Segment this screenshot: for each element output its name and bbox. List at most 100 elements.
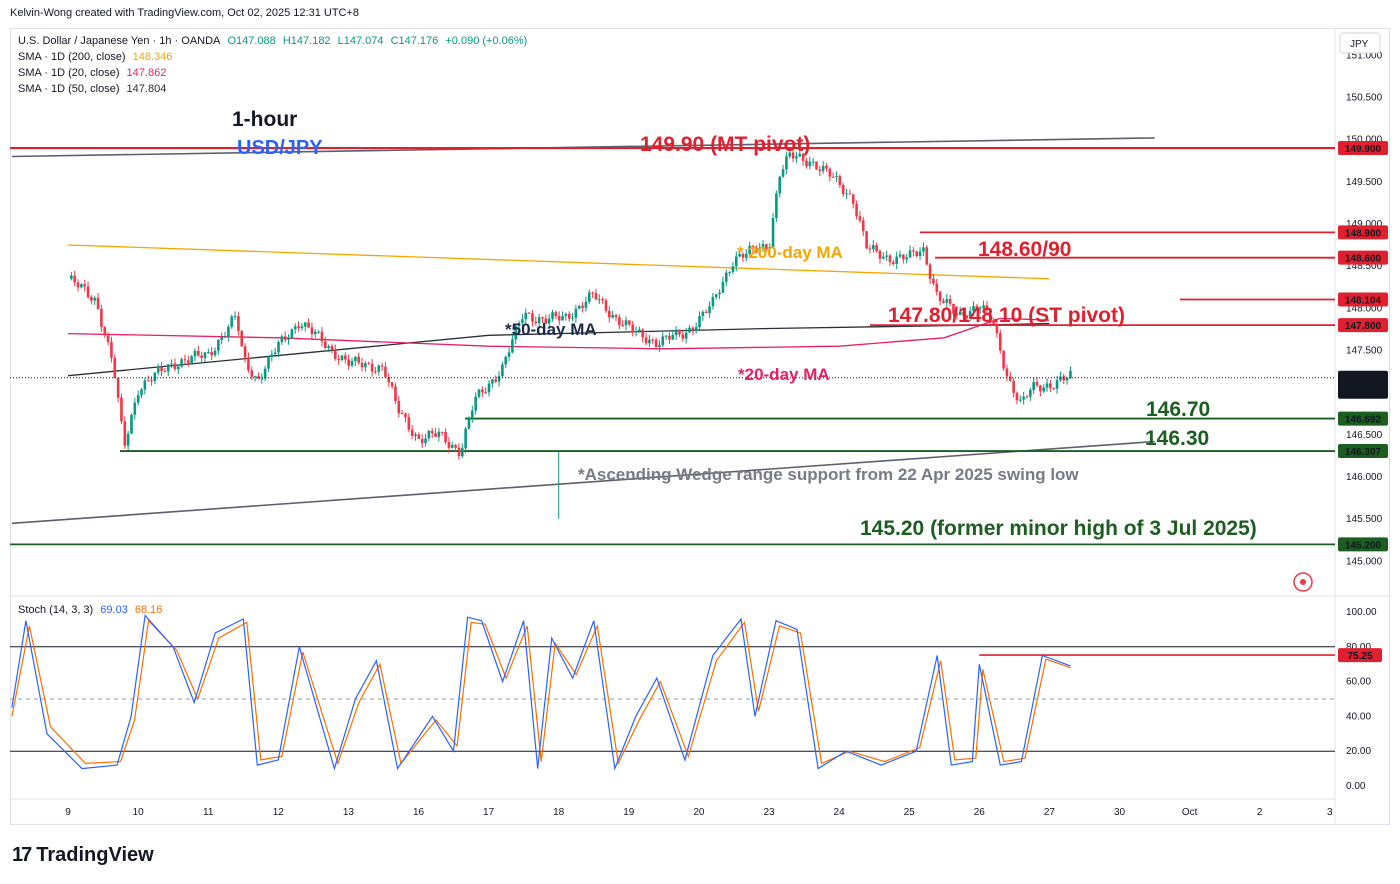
candle-body [554, 312, 558, 317]
candle-body [925, 247, 929, 265]
stoch-legend[interactable]: Stoch (14, 3, 3) 69.03 68.16 [18, 604, 166, 616]
stoch-k-line [11, 614, 1071, 771]
candle-body [280, 336, 284, 343]
candle-body [394, 386, 397, 401]
candle-body [227, 326, 230, 337]
candle-body [390, 382, 394, 387]
tradingview-logo[interactable]: 17 TradingView [12, 844, 154, 867]
candle-body [260, 378, 264, 380]
candle-body [551, 312, 554, 319]
candle-body [213, 350, 217, 356]
level-label-146-30: 146.30 [1145, 427, 1209, 450]
candle-body [467, 418, 471, 429]
candle-body [851, 194, 855, 204]
candle-body [501, 364, 504, 377]
candle-body [614, 315, 618, 318]
stoch-marker-tag [1338, 648, 1382, 663]
price-axis-tag-label: 145.200 [1345, 540, 1382, 551]
candle-body [290, 329, 294, 339]
candle-body [714, 294, 718, 298]
candle-body [253, 376, 257, 378]
candle-body [948, 298, 952, 304]
candle-body [905, 257, 908, 260]
candle-body [514, 326, 518, 340]
candle-body [731, 266, 735, 272]
candle-body [611, 315, 614, 318]
price-axis-tag [1338, 370, 1388, 399]
candle-body [93, 297, 97, 301]
time-axis-tick: 19 [623, 807, 635, 818]
stoch-d-value: 68.16 [134, 604, 163, 616]
candle-body [684, 332, 688, 339]
legend-sma50-row[interactable]: SMA · 1D (50, close) 147.804 [18, 83, 170, 95]
candle-body [313, 331, 317, 335]
candle-body [835, 176, 838, 178]
candle-body [734, 256, 738, 267]
candle-body [634, 331, 638, 333]
candle-body [958, 311, 962, 315]
candle-body [140, 389, 143, 396]
candle-body [384, 366, 387, 378]
candle-body [922, 247, 925, 252]
candle-body [110, 341, 113, 358]
candle-body [143, 380, 147, 390]
stoch-axis-tick: 40.00 [1346, 711, 1371, 722]
candle-body [755, 247, 758, 253]
candle-body [166, 364, 170, 372]
chart-frame[interactable] [10, 28, 1390, 825]
legend-close: C147.176 [390, 35, 439, 47]
candle-body [681, 334, 685, 339]
price-axis-tag-label: 148.104 [1345, 296, 1382, 307]
candle-body [190, 356, 193, 363]
candle-body [337, 358, 340, 360]
price-axis-tag-label: 148.900 [1345, 228, 1382, 239]
candle-body [978, 308, 982, 310]
price-axis-tag [1338, 318, 1388, 333]
candle-body [661, 336, 665, 346]
candle-body [878, 250, 882, 259]
candle-body [464, 428, 467, 449]
time-axis-tick: 9 [65, 807, 71, 818]
candle-body [982, 305, 985, 309]
candle-body [380, 365, 384, 367]
candle-body [718, 292, 721, 295]
time-axis-tick: 24 [834, 807, 846, 818]
candle-body [624, 320, 628, 326]
legend-sma200-row[interactable]: SMA · 1D (200, close) 148.346 [18, 51, 176, 63]
currency-button[interactable] [1339, 32, 1381, 54]
candle-body [300, 326, 304, 329]
candle-body [484, 392, 487, 394]
candle-body [160, 367, 163, 372]
candle-body [597, 299, 601, 301]
candle-body [474, 396, 477, 411]
candle-body [604, 300, 608, 311]
legend-sma20-value: 147.862 [126, 67, 167, 79]
candle-body [658, 345, 661, 348]
candle-body [156, 367, 160, 373]
stoch-axis-tick: 80.00 [1346, 642, 1371, 653]
candle-body [457, 447, 461, 457]
candle-body [1069, 370, 1072, 379]
time-axis-tick: 30 [1114, 807, 1126, 818]
candle-body [788, 152, 792, 157]
candle-body [895, 256, 898, 264]
candle-body [928, 264, 932, 279]
candle-body [257, 376, 260, 379]
candle-body [952, 303, 955, 314]
candle-body [1032, 381, 1035, 391]
candle-body [133, 402, 137, 415]
price-axis-tag-label: 149.900 [1345, 144, 1382, 155]
candle-body [587, 292, 591, 302]
candle-body [90, 296, 93, 301]
candle-body [574, 308, 578, 318]
candle-body [193, 350, 197, 357]
price-axis-tag [1338, 444, 1388, 459]
candle-body [785, 156, 788, 170]
candle-body [618, 317, 621, 326]
candle-body [694, 327, 698, 331]
candle-body [815, 161, 818, 170]
legend-sma20-row[interactable]: SMA · 1D (20, close) 147.862 [18, 67, 170, 79]
candle-body [1035, 381, 1039, 386]
legend-change: +0.090 (+0.06%) [445, 35, 528, 47]
